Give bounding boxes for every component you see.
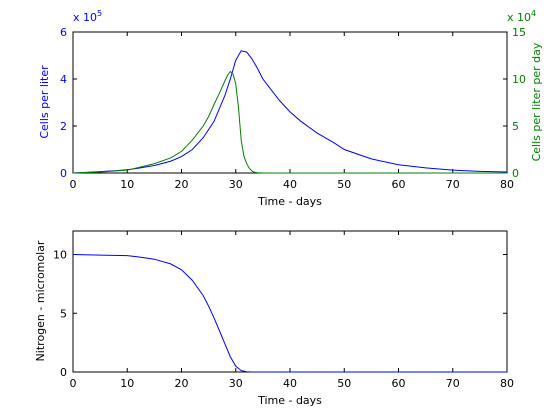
top-y-exponent: x 105: [73, 9, 102, 24]
top-chart: 0 10 20 30 40 50 60 70 80 0 2 4 6 0 5 10 15 x 105 x 10…: [38, 9, 543, 208]
x-tick-label: 50: [337, 178, 351, 191]
bottom-x-axis-label: Time - days: [257, 394, 322, 407]
y-tick-label: 6: [60, 26, 67, 39]
x-tick-label: 30: [229, 377, 243, 390]
y-tick-label: 0: [60, 366, 67, 379]
rate-series-line: [72, 70, 507, 174]
x-tick-label: 50: [337, 377, 351, 390]
y-tick-label: 4: [60, 73, 67, 86]
x-tick-label: 10: [120, 377, 134, 390]
top-x-ticks: 0 10 20 30 40 50 60 70 80: [70, 32, 514, 191]
y2-tick-label: 10: [512, 73, 526, 86]
bottom-plot-frame: [72, 230, 508, 373]
x-tick-label: 60: [392, 377, 406, 390]
top-y-axis-label: Cells per liter: [38, 65, 51, 139]
x-tick-label: 40: [283, 377, 297, 390]
x-tick-label: 0: [70, 377, 77, 390]
x-tick-label: 70: [446, 178, 460, 191]
series-line-0: [72, 50, 508, 174]
top-series-lines: [72, 50, 508, 174]
top-plot-frame: [72, 31, 508, 174]
top-y2-exponent: x 104: [507, 9, 536, 24]
top-x-axis-label: Time - days: [257, 195, 322, 208]
y-tick-label: 2: [60, 120, 67, 133]
y2-tick-label: 0: [512, 167, 519, 180]
x-tick-label: 20: [175, 178, 189, 191]
x-tick-label: 80: [500, 178, 514, 191]
y-tick-label: 5: [60, 307, 67, 320]
y-tick-label: 0: [60, 167, 67, 180]
bottom-y-axis-label: Nitrogen - micromolar: [34, 240, 47, 361]
x-tick-label: 10: [120, 178, 134, 191]
bottom-chart: 0 10 20 30 40 50 60 70 80 0 5 10 Time - days Nitro…: [34, 230, 514, 407]
x-tick-label: 70: [446, 377, 460, 390]
x-tick-label: 30: [229, 178, 243, 191]
bottom-series-lines: [72, 254, 507, 373]
x-tick-label: 60: [392, 178, 406, 191]
series-line-0: [72, 254, 507, 373]
x-tick-label: 0: [70, 178, 77, 191]
y-tick-label: 10: [53, 249, 67, 262]
top-y2-axis-label: Cells per liter per day: [530, 42, 543, 161]
x-tick-label: 20: [175, 377, 189, 390]
y2-tick-label: 15: [512, 26, 526, 39]
x-tick-label: 80: [500, 377, 514, 390]
bottom-x-ticks: 0 10 20 30 40 50 60 70 80: [70, 231, 514, 390]
x-tick-label: 40: [283, 178, 297, 191]
y2-tick-label: 5: [512, 120, 519, 133]
